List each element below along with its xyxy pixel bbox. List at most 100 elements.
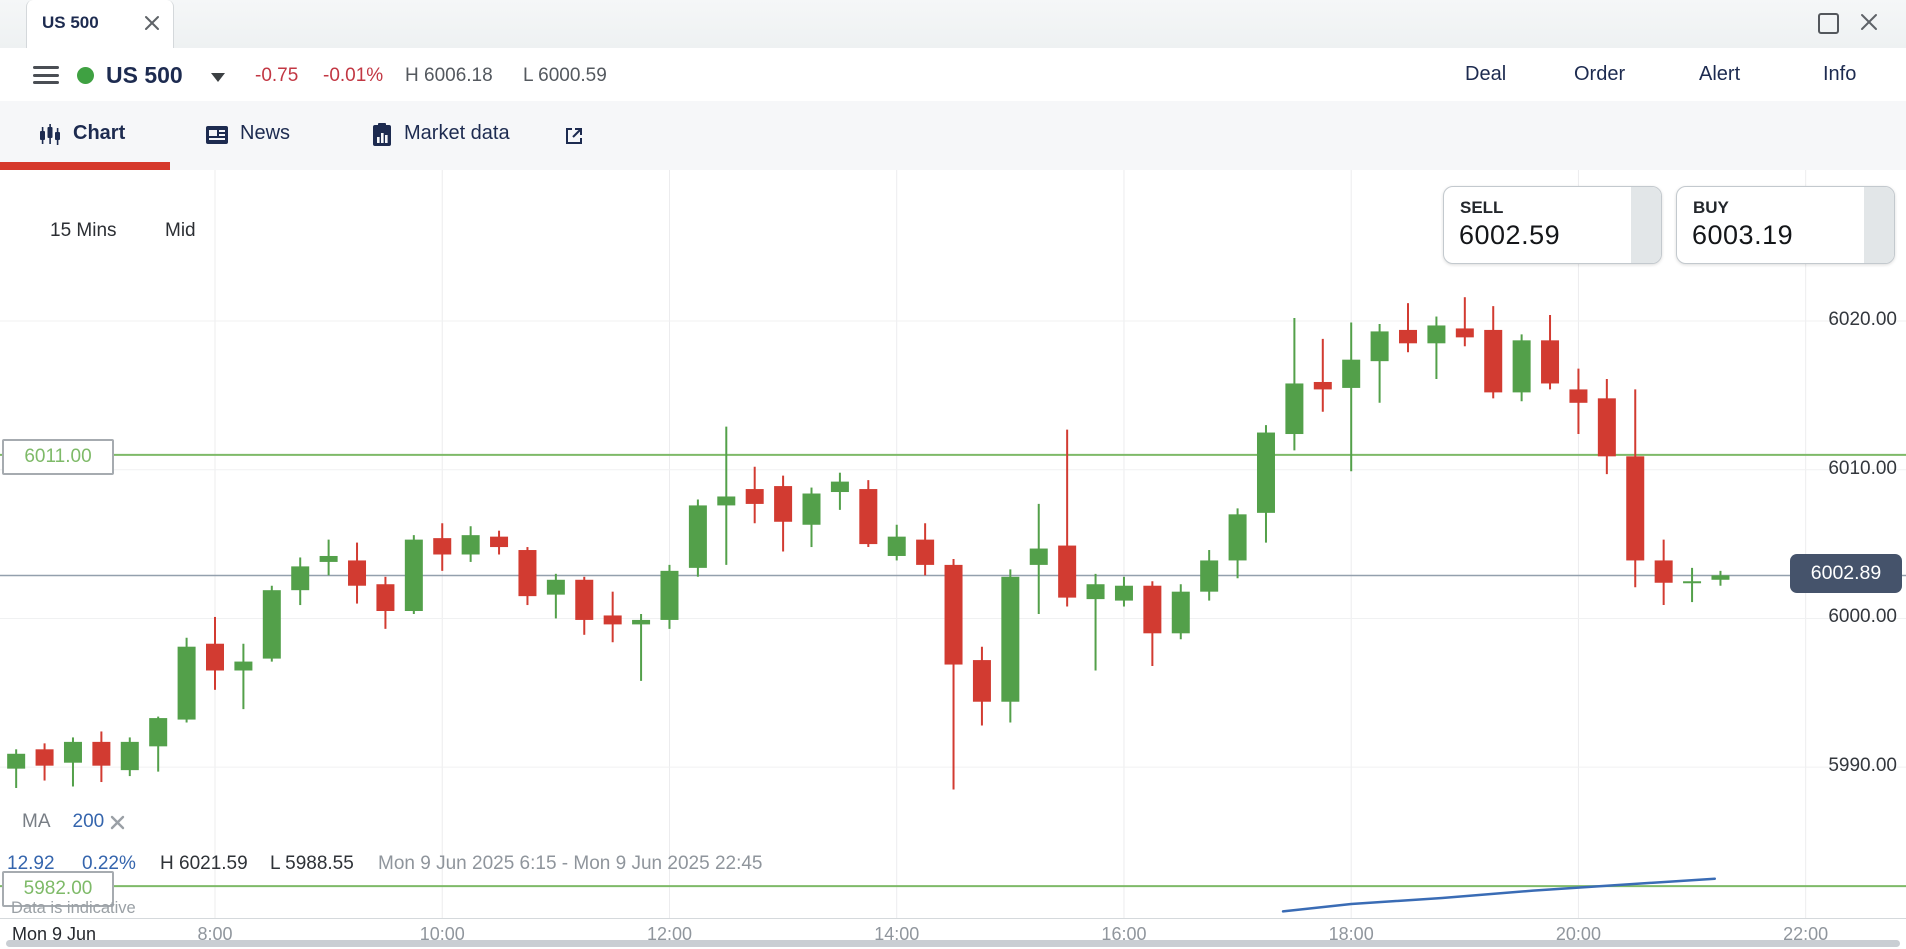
session-change-pct: 0.22% [82, 853, 136, 874]
session-change: 12.92 [7, 853, 55, 874]
candle-body [92, 741, 111, 766]
candle-body [632, 619, 651, 625]
day-low: L 6000.59 [523, 65, 607, 86]
candle-body [1626, 456, 1645, 561]
candle-body [660, 570, 679, 620]
interval-selector[interactable]: 15 Mins [50, 220, 117, 241]
candle-body [1171, 591, 1190, 634]
candle-body [774, 486, 793, 522]
candle-body [1370, 331, 1389, 362]
candle-body [944, 564, 963, 665]
x-axis: Mon 9 Jun 8:00 10:00 12:00 14:00 16:00 18:00 20… [0, 918, 1906, 949]
candle-body [1058, 545, 1077, 598]
tab-close-icon[interactable] [143, 14, 161, 32]
sell-label: SELL [1460, 198, 1504, 217]
candle-body [1399, 329, 1418, 344]
buy-label: BUY [1693, 198, 1729, 217]
level-label-5982[interactable]: 5982.00 [2, 871, 114, 907]
window-titlebar: US 500 [0, 0, 1906, 49]
deal-button[interactable]: Deal [1465, 63, 1507, 85]
candle-body [1597, 398, 1616, 457]
candle-body [518, 550, 537, 597]
indicator-legend: MA 200 [22, 811, 104, 833]
candle-body [376, 584, 395, 612]
candle-body [916, 539, 935, 565]
order-button[interactable]: Order [1574, 63, 1626, 85]
candle-body [433, 538, 452, 555]
x-axis-tick-label: 22:00 [1783, 924, 1829, 944]
indicator-name: MA [22, 811, 51, 832]
price-change-pct: -0.01% [323, 65, 384, 86]
price-change: -0.75 [255, 65, 299, 86]
candle-body [802, 493, 821, 525]
external-link-icon [566, 128, 582, 144]
price-type-selector[interactable]: Mid [165, 220, 196, 241]
candle-body [1711, 575, 1730, 580]
active-tab-indicator [0, 162, 170, 170]
candle-body [1313, 381, 1332, 390]
candle-body [1569, 389, 1588, 403]
candle-body [7, 753, 26, 769]
candle-body [745, 489, 764, 504]
news-icon [206, 126, 228, 144]
session-low: L 5988.55 [270, 853, 354, 874]
candle-body [1200, 560, 1219, 592]
candle-body [830, 481, 849, 493]
candle-body [206, 643, 224, 671]
chart-area[interactable]: 15 Mins Mid SELL 6002.59 BUY 6003.19 601… [0, 170, 1906, 918]
data-indicative-note: Data is indicative [11, 899, 136, 917]
candle-body [688, 505, 707, 568]
candle-body [319, 555, 338, 562]
candle-body [404, 539, 423, 612]
candle-body [1256, 432, 1275, 513]
buy-button[interactable]: BUY 6003.19 [1676, 186, 1895, 264]
horizontal-scrollbar[interactable] [6, 940, 1900, 947]
instrument-name[interactable]: US 500 [106, 62, 183, 88]
chevron-down-icon[interactable] [211, 73, 225, 82]
candle-body [120, 741, 139, 771]
candle-body [35, 749, 54, 766]
x-axis-tick-label: 14:00 [874, 924, 920, 944]
level-label-6011[interactable]: 6011.00 [2, 439, 114, 475]
candle-body [177, 646, 196, 720]
x-axis-tick-label: 12:00 [646, 924, 692, 944]
menu-icon[interactable] [33, 66, 59, 84]
session-high: H 6021.59 [160, 853, 248, 874]
x-axis-tick-label: 10:00 [419, 924, 465, 944]
candle-body [887, 536, 906, 556]
candle-body [717, 496, 736, 506]
candle-body [546, 579, 565, 595]
tab-market-data[interactable]: Market data [404, 122, 510, 144]
candle-body [1512, 340, 1531, 393]
view-tabs: Chart News Market data [0, 101, 1906, 171]
sell-price: 6002.59 [1459, 220, 1561, 250]
candle-body [1427, 325, 1446, 344]
x-axis-tick-label: 18:00 [1328, 924, 1374, 944]
sell-button-edge [1631, 187, 1661, 263]
candle-body [1541, 340, 1560, 384]
session-range: Mon 9 Jun 2025 6:15 - Mon 9 Jun 2025 22:… [378, 853, 763, 874]
window-close-icon[interactable] [1858, 11, 1880, 33]
tab-news[interactable]: News [240, 122, 291, 144]
window-maximize-icon[interactable] [1818, 13, 1839, 34]
day-high: H 6006.18 [405, 65, 493, 86]
indicator-period[interactable]: 200 [72, 811, 105, 832]
candle-body [1114, 585, 1133, 601]
candle-body [1654, 560, 1673, 583]
info-button[interactable]: Info [1823, 63, 1857, 85]
alert-button[interactable]: Alert [1699, 63, 1741, 85]
tab-chart[interactable]: Chart [73, 122, 126, 144]
x-axis-tick-label: 8:00 [197, 924, 233, 944]
candle-body [1285, 383, 1304, 435]
workspace-tab-us500[interactable]: US 500 [26, 0, 174, 48]
sell-button[interactable]: SELL 6002.59 [1443, 186, 1662, 264]
price-chart-svg[interactable] [0, 170, 1906, 918]
candle-body [1683, 581, 1702, 584]
candle-body [859, 489, 878, 545]
remove-indicator-icon[interactable] [110, 815, 125, 830]
current-price-badge: 6002.89 [1790, 554, 1902, 593]
x-axis-tick-label: Mon 9 Jun [12, 924, 97, 944]
market-open-status-icon [77, 67, 94, 84]
workspace-tab-title: US 500 [42, 13, 99, 32]
